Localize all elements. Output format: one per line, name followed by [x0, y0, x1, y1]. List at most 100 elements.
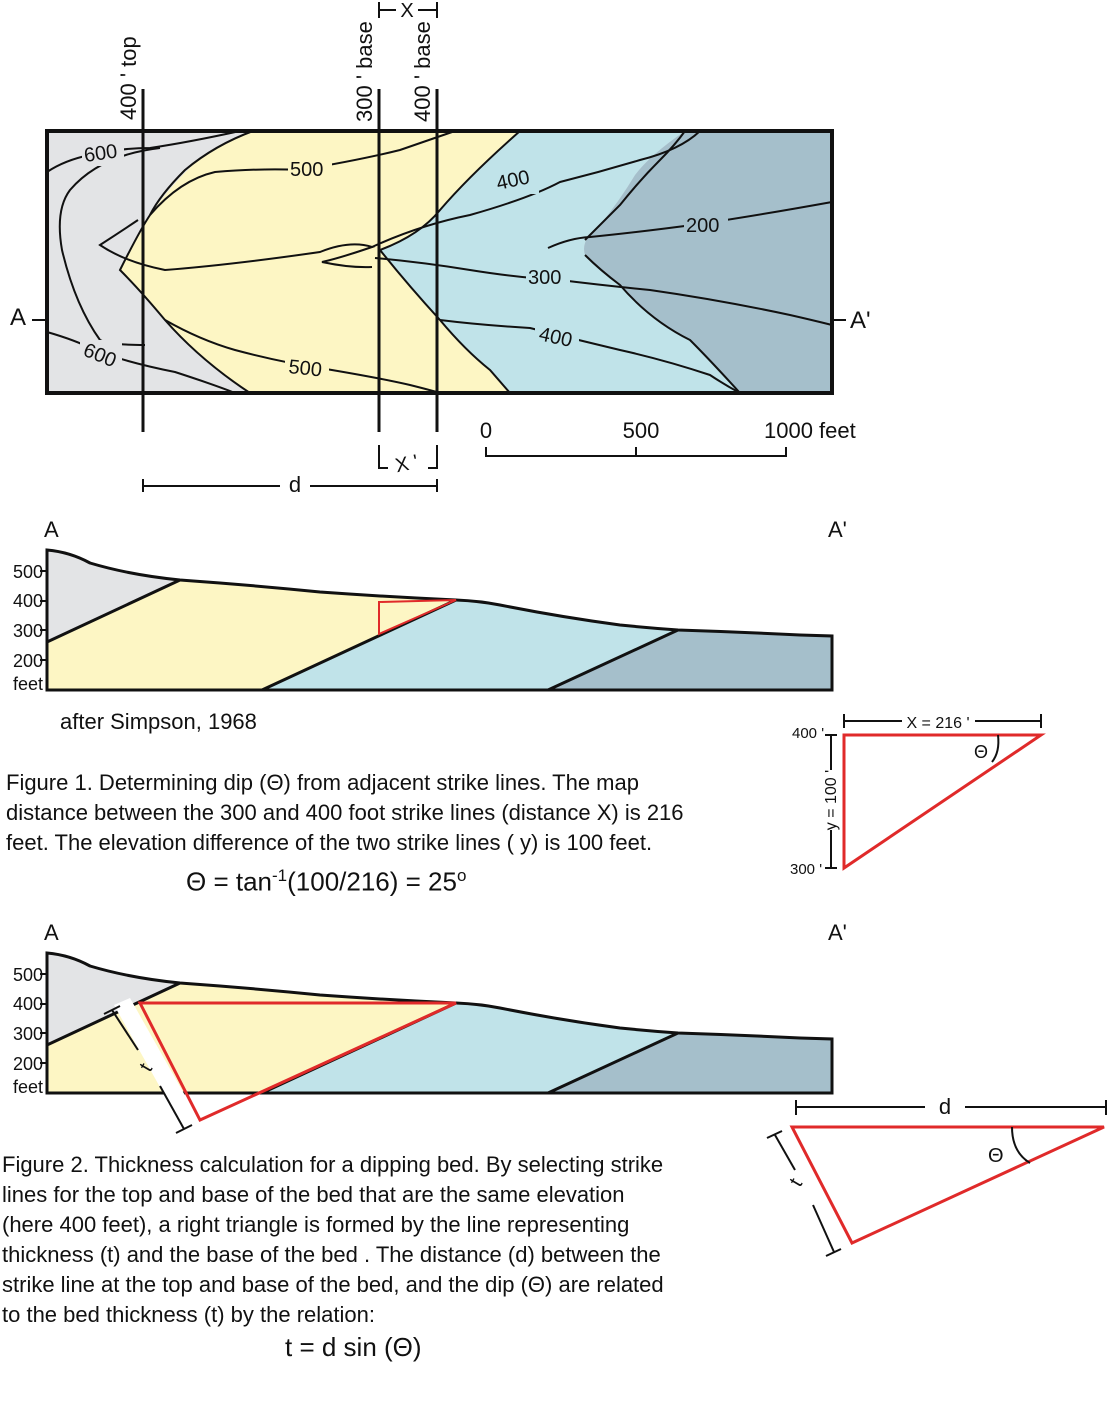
- contour-600-lower: [46, 331, 236, 394]
- contour-400-line: [371, 130, 701, 248]
- map-yellow-unit: [120, 131, 520, 393]
- scale-bar: [485, 447, 787, 457]
- svg-text:300: 300: [13, 621, 43, 641]
- geologic-map: 600 500 400 200 300 400 500 600 400 ' to…: [10, 0, 871, 497]
- section1-y-ticks: [40, 570, 47, 661]
- section1-end-a-prime: A': [828, 517, 847, 542]
- figure2-caption-line: (here 400 feet), a right triangle is for…: [2, 1212, 630, 1237]
- contour-600-line: [46, 130, 241, 173]
- figure2-caption-line: to the bed thickness (t) by the relation…: [2, 1302, 375, 1327]
- triangle1-elev-300: 300 ': [790, 861, 822, 878]
- contour-label-300: 300: [528, 267, 561, 289]
- section2-gray-unit: [47, 953, 180, 1045]
- triangle1-shape: [842, 733, 1046, 871]
- triangle2-shape: [789, 1125, 1105, 1245]
- d-bracket: [142, 479, 438, 492]
- triangle2-d-label: d: [939, 1094, 951, 1119]
- cross-section-1: A A' 500 400 300 200 feet after Simpson,…: [13, 517, 847, 734]
- contour-label-500-lower: 500: [287, 356, 322, 381]
- attribution: after Simpson, 1968: [60, 709, 257, 734]
- figure2-caption-line: lines for the top and base of the bed th…: [2, 1182, 625, 1207]
- contour-labels: 600 500 400 200 300 400 500 600: [80, 141, 728, 381]
- triangle1-y-bracket: [825, 734, 837, 869]
- contour-200-line: [547, 201, 833, 249]
- map-dark-blue-unit: [584, 131, 832, 393]
- section2-t-bracket: [103, 1005, 193, 1134]
- triangle2-t-bracket: [766, 1130, 842, 1257]
- x-bracket-bottom: [378, 445, 438, 469]
- figure1-caption-line: Figure 1. Determining dip (Θ) from adjac…: [6, 770, 639, 795]
- svg-text:200: 200: [13, 651, 43, 671]
- thickness-triangle-diagram: d Θ t: [766, 1094, 1107, 1257]
- triangle2-t-label: t: [785, 1174, 807, 1190]
- section2-end-a: A: [44, 920, 59, 945]
- dip-formula: Θ = tan-1(100/216) = 25o: [186, 866, 467, 897]
- label-400-base: 400 ' base: [410, 21, 435, 122]
- contour-label-500: 500: [290, 159, 323, 181]
- figure2-caption-line: strike line at the top and base of the b…: [2, 1272, 664, 1297]
- section1-y-labels: 500 400 300 200 feet: [13, 562, 43, 694]
- svg-text:400: 400: [13, 994, 43, 1014]
- svg-text:feet: feet: [13, 674, 43, 694]
- d-label: d: [289, 472, 301, 497]
- triangle2-theta: Θ: [988, 1145, 1004, 1167]
- map-end-a: A: [10, 304, 26, 331]
- map-end-a-prime: A': [850, 307, 871, 334]
- figure2-caption-line: Figure 2. Thickness calculation for a di…: [2, 1152, 664, 1177]
- label-300-base: 300 ' base: [352, 21, 377, 122]
- section2-thickness-strip: [114, 998, 200, 1130]
- svg-text:500: 500: [13, 965, 43, 985]
- triangle1-angle-arc: [991, 734, 1000, 763]
- figure2-caption-line: thickness (t) and the base of the bed . …: [2, 1242, 661, 1267]
- svg-text:200: 200: [13, 1054, 43, 1074]
- scale-tick-1000: 1000 feet: [764, 418, 856, 443]
- svg-text:feet: feet: [13, 1077, 43, 1097]
- triangle2-d-bracket: [795, 1100, 1107, 1115]
- section1-yellow-unit: [47, 580, 456, 690]
- figure1-caption: Figure 1. Determining dip (Θ) from adjac…: [6, 768, 796, 858]
- x-bracket-top: [378, 2, 438, 18]
- svg-text:300: 300: [13, 1024, 43, 1044]
- map-frame: [45, 129, 834, 395]
- contour-label-200: 200: [686, 215, 719, 237]
- section2-blue-unit: [262, 1003, 678, 1093]
- scale-tick-0: 0: [480, 418, 492, 443]
- thickness-formula: t = d sin (Θ): [285, 1332, 422, 1362]
- section1-gray-unit: [47, 550, 180, 642]
- triangle1-theta: Θ: [974, 742, 988, 762]
- section2-thickness-triangle: [137, 1001, 457, 1122]
- contour-top-400-boundary: [118, 130, 254, 394]
- section2-y-labels: 500 400 300 200 feet: [13, 965, 43, 1097]
- contour-300-line: [374, 257, 833, 326]
- scale-tick-500: 500: [623, 418, 660, 443]
- section1-dark-blue-unit: [548, 630, 832, 690]
- triangle1-y-label: y = 100 ': [823, 770, 840, 830]
- section1-blue-unit: [262, 600, 678, 690]
- section1-dip-triangle: [378, 599, 457, 636]
- figure1-caption-line: feet. The elevation difference of the tw…: [6, 830, 653, 855]
- triangle1-x-label: X = 216 ': [906, 715, 969, 732]
- triangle1-elev-400: 400 ': [792, 725, 824, 742]
- x-label-top: X: [400, 0, 413, 22]
- x-label-bottom: X ': [393, 451, 420, 477]
- contour-dark-boundary: [584, 254, 741, 394]
- svg-text:400: 400: [13, 591, 43, 611]
- dip-triangle-diagram: X = 216 ' Θ y = 100 ' 400 ' 300 ': [790, 714, 1046, 878]
- section2-dark-blue-unit: [548, 1033, 832, 1093]
- svg-text:500: 500: [13, 562, 43, 582]
- figure2-caption: Figure 2. Thickness calculation for a di…: [2, 1150, 782, 1330]
- contour-500-line: [98, 219, 376, 272]
- figure1-caption-line: distance between the 300 and 400 foot st…: [6, 800, 684, 825]
- cross-section-2: A A' t 500 400 300 200 f: [13, 920, 847, 1134]
- contour-400-lower: [439, 319, 741, 394]
- contour-label-600: 600: [83, 141, 119, 167]
- triangle2-angle-arc: [1011, 1126, 1031, 1164]
- map-blue-unit: [380, 131, 740, 393]
- triangle1-x-bracket: [843, 714, 1042, 728]
- section2-end-a-prime: A': [828, 920, 847, 945]
- section2-y-ticks: [40, 973, 47, 1064]
- section1-end-a: A: [44, 517, 59, 542]
- strike-lines: [141, 89, 439, 432]
- label-400-top: 400 ' top: [116, 36, 141, 120]
